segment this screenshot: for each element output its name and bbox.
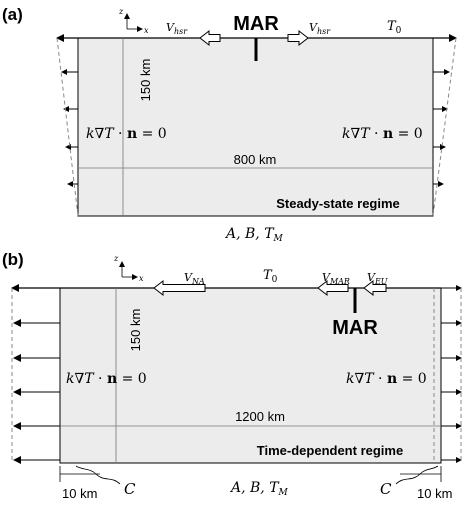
panel-a-bc-right: k∇T · n = 0 bbox=[342, 126, 423, 142]
panel-a-domain-box bbox=[77, 37, 434, 217]
panel-b-bc-left: k∇T · n = 0 bbox=[66, 371, 147, 387]
panel-b-velocity-na-label: VNA bbox=[184, 271, 205, 286]
panel-b-left-outflow-arrows bbox=[13, 319, 60, 464]
panel-a: (a) MAR Vhsr Vhsr T0 bbox=[2, 5, 457, 244]
panel-b-velocity-eu-label: VEU bbox=[367, 271, 388, 286]
panel-a-velocity-arrow-left bbox=[199, 29, 221, 47]
panel-a-left-outflow-arrows bbox=[61, 69, 78, 187]
panel-a-axis-z: z bbox=[118, 7, 124, 16]
panel-a-width-label: 800 km bbox=[234, 152, 277, 167]
panel-b-velocity-arrow-eu bbox=[363, 279, 387, 297]
panel-b-left-strip-width: 10 km bbox=[62, 486, 97, 501]
panel-a-regime-title: Steady-state regime bbox=[276, 196, 400, 211]
panel-a-depth-label: 150 km bbox=[138, 59, 153, 102]
panel-a-bc-left: k∇T · n = 0 bbox=[86, 126, 167, 142]
panel-a-left-profile bbox=[56, 37, 79, 217]
panel-a-ridge-label: MAR bbox=[233, 13, 279, 35]
panel-a-axes-icon bbox=[124, 13, 143, 32]
panel-a-velocity-arrow-right bbox=[287, 29, 309, 47]
panel-b-depth-label: 150 km bbox=[128, 309, 143, 352]
panel-b-right-outflow-arrows bbox=[441, 285, 462, 463]
panel-b-velocity-arrow-mar bbox=[317, 279, 349, 297]
panel-b-surface-temperature: T0 bbox=[263, 268, 278, 285]
panel-b-axis-x: x bbox=[139, 274, 144, 283]
panel-b-velocity-mar-label: VMAR bbox=[322, 271, 350, 286]
panel-b-bc-right: k∇T · n = 0 bbox=[346, 371, 427, 387]
panel-b-corner-right-label: C bbox=[380, 480, 392, 498]
panel-a-velocity-right-label: Vhsr bbox=[309, 21, 331, 36]
panel-b-domain-box bbox=[59, 287, 442, 464]
panel-b-ridge-label: MAR bbox=[332, 317, 378, 339]
panel-b-corner-right bbox=[395, 465, 439, 485]
panel-b-bottom-params: A, B, TM bbox=[229, 480, 289, 498]
panel-b: (b) MAR bbox=[2, 250, 462, 501]
panel-a-axis-x: x bbox=[144, 26, 149, 35]
panel-b-velocity-arrow-na bbox=[153, 279, 206, 297]
panel-b-regime-title: Time-dependent regime bbox=[257, 443, 403, 458]
panel-b-right-strip-width: 10 km bbox=[417, 486, 452, 501]
panel-a-velocity-left-label: Vhsr bbox=[166, 21, 188, 36]
panel-b-corner-left: C bbox=[124, 480, 136, 498]
panel-b-axis-z: z bbox=[113, 254, 119, 263]
panel-a-right-profile bbox=[432, 37, 457, 217]
panel-b-corner-left-leader bbox=[75, 465, 121, 485]
panel-a-right-outflow-arrows bbox=[433, 69, 450, 187]
panel-b-width-label: 1200 km bbox=[235, 409, 285, 424]
panel-b-axes-icon bbox=[119, 261, 138, 280]
panel-a-bottom-params: A, B, TM bbox=[224, 226, 284, 244]
panel-b-label: (b) bbox=[2, 250, 24, 269]
panel-b-left-strip-dimension bbox=[59, 466, 100, 482]
panel-a-label: (a) bbox=[2, 5, 23, 24]
panel-a-surface-temperature: T0 bbox=[387, 19, 402, 36]
